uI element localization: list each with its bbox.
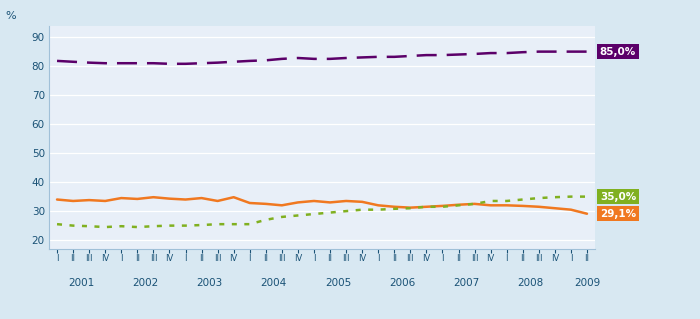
Text: 2005: 2005	[325, 278, 351, 287]
Text: 2008: 2008	[517, 278, 544, 287]
Text: 85,0%: 85,0%	[600, 47, 636, 56]
Text: 2003: 2003	[197, 278, 223, 287]
Text: 2006: 2006	[389, 278, 415, 287]
Text: %: %	[6, 11, 16, 21]
Text: 29,1%: 29,1%	[600, 209, 636, 219]
Text: 35,0%: 35,0%	[600, 192, 636, 202]
Text: 2009: 2009	[574, 278, 600, 287]
Text: 2001: 2001	[68, 278, 95, 287]
Text: 2004: 2004	[260, 278, 287, 287]
Text: 2007: 2007	[454, 278, 480, 287]
Text: 2002: 2002	[132, 278, 158, 287]
